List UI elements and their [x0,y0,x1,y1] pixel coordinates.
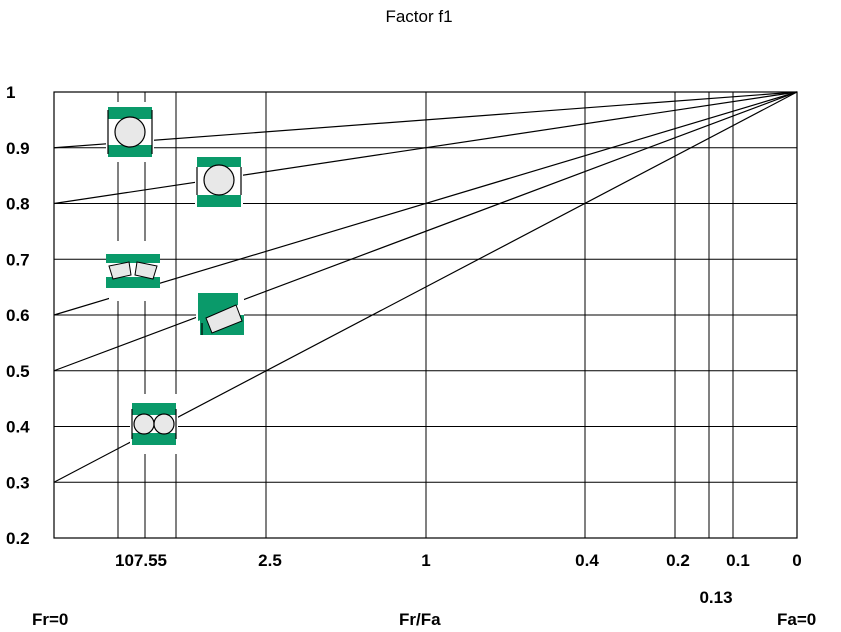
x-tick-label: 0.1 [726,551,750,570]
outer-ring [198,293,238,321]
y-tick-label: 0.6 [6,306,30,325]
x-label-right: Fa=0 [777,610,816,629]
series-line-tapered-roller-bearing [53,91,798,372]
x-tick-label: 1 [421,551,430,570]
inner-ring [108,145,152,157]
outer-ring [106,254,160,263]
bearing-icons [106,102,244,454]
x-label-center: Fr/Fa [399,610,441,629]
series-line-spherical-roller-bearing [53,91,798,316]
y-tick-label: 0.4 [6,418,30,437]
x-tick-label: 0.13 [699,588,732,607]
series-line-deep-groove-ball-bearing [53,91,798,149]
inner-ring [106,277,160,288]
x-axis-tick-labels: 107.55 2.5 1 0.4 0.2 0.13 0.1 0 [115,551,802,607]
spherical-roller-bearing-icon [106,241,160,301]
y-tick-label: 0.9 [6,139,30,158]
x-tick-label: 107.55 [115,551,167,570]
outer-ring [108,107,152,119]
ball [114,116,146,148]
x-tick-label: 0.2 [666,551,690,570]
x-tick-label: 0.4 [575,551,599,570]
ball [133,413,155,435]
chart-title: Factor f1 [385,7,452,26]
y-tick-label: 0.8 [6,195,30,214]
roller [205,304,243,334]
ball [203,164,235,196]
tapered-roller-bearing-icon [196,283,244,343]
outer-ring [197,157,241,167]
y-tick-label: 0.2 [6,529,30,548]
roller [108,261,132,280]
y-tick-label: 0.3 [6,473,30,492]
y-tick-label: 0.5 [6,362,30,381]
ball [153,413,175,435]
y-axis-tick-labels: 1 0.9 0.8 0.7 0.6 0.5 0.4 0.3 0.2 [6,83,30,548]
double-row-ball-bearing-icon [130,394,178,454]
y-tick-label: 1 [6,83,15,102]
x-tick-label: 2.5 [258,551,282,570]
x-label-left: Fr=0 [32,610,68,629]
deep-groove-ball-bearing-icon [106,102,154,162]
roller [134,261,158,280]
outer-ring [132,403,176,415]
y-tick-label: 0.7 [6,250,30,269]
angular-contact-ball-bearing-icon [195,152,243,212]
inner-ring [197,195,241,207]
x-tick-label: 0 [792,551,801,570]
chart-grid [54,91,798,539]
series-line-angular-contact-ball-bearing [53,91,798,205]
inner-ring [132,433,176,445]
